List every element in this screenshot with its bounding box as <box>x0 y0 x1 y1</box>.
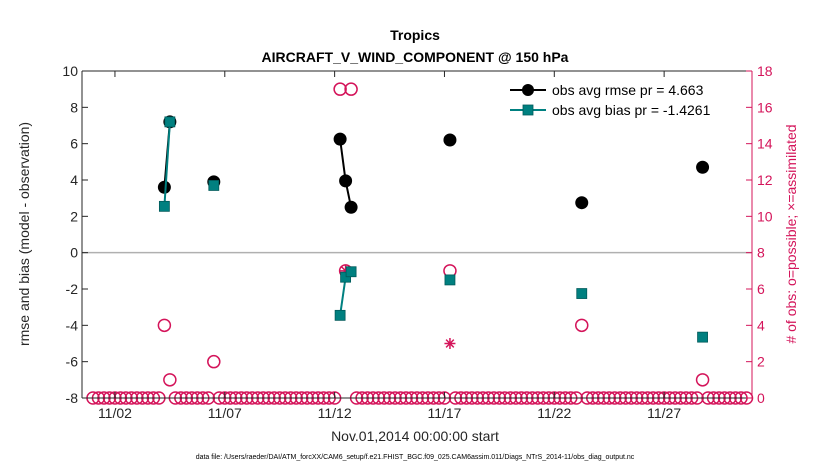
obs-possible-point <box>695 373 710 387</box>
bias-point <box>334 309 346 321</box>
y-tick-label: 8 <box>70 99 78 115</box>
y-tick-label-right: 2 <box>757 354 765 370</box>
obs-possible-point <box>575 318 589 333</box>
x-tick-label: 11/02 <box>98 405 132 421</box>
bias-point <box>576 288 588 299</box>
bias-point <box>340 271 352 283</box>
obs-possible-point <box>344 82 358 96</box>
legend: obs avg rmse pr = 4.663 obs avg bias pr =… <box>510 82 711 118</box>
bias-point <box>345 266 357 278</box>
bias-point <box>208 180 220 191</box>
y-tick-label: -4 <box>66 317 79 333</box>
y-tick-label-right: 6 <box>757 281 765 297</box>
rmse-point <box>696 160 710 174</box>
y-tick-label-right: 16 <box>757 99 773 115</box>
obs-possible-point <box>157 318 172 333</box>
y-tick-label: -2 <box>66 281 79 297</box>
y-tick-label: 0 <box>70 245 78 261</box>
axes-layer: -8 -6 -4 -2 0 2 4 6 8 10 0 2 4 6 8 10 12 14 16 18 11/02 11/07… <box>62 63 772 421</box>
x-tick-label: 11/17 <box>427 405 461 421</box>
obs-assimilated-point <box>340 265 352 277</box>
chart-title: Tropics <box>390 27 440 43</box>
y-tick-label-right: 18 <box>757 63 773 79</box>
bias-line <box>163 121 171 207</box>
legend-rmse-marker <box>522 84 534 96</box>
obs-possible-point <box>207 354 221 369</box>
legend-bias-label: obs avg bias pr = -1.4261 <box>552 102 711 118</box>
legend-rmse-label: obs avg rmse pr = 4.663 <box>552 82 704 98</box>
y-tick-label-right: 12 <box>757 172 773 188</box>
obs-assimilated-point <box>444 338 456 349</box>
rmse-point <box>575 196 589 210</box>
x-tick-label: 11/12 <box>318 405 352 421</box>
y-tick-label: 4 <box>70 172 78 188</box>
y-axis-label-right: # of obs: o=possible; ×=assimilated <box>783 124 799 343</box>
bias-point <box>164 116 176 128</box>
bias-point <box>158 200 170 212</box>
y-tick-label: -8 <box>66 390 79 406</box>
legend-bias-marker <box>522 104 534 116</box>
x-axis-label: Nov.01,2014 00:00:00 start <box>331 428 499 444</box>
y-tick-label: 2 <box>70 208 78 224</box>
chart-subtitle: AIRCRAFT_V_WIND_COMPONENT @ 150 hPa <box>262 49 569 65</box>
rmse-point <box>443 133 457 147</box>
bias-point <box>444 274 456 286</box>
y-tick-label-right: 4 <box>757 317 765 333</box>
rmse-point <box>333 132 347 146</box>
obs-possible-point <box>333 82 347 96</box>
footnote: data file: /Users/raeder/DAI/ATM_forcXX/… <box>196 454 635 461</box>
y-tick-label-right: 14 <box>757 136 773 152</box>
y-tick-label: 10 <box>62 63 78 79</box>
y-axis-label: rmse and bias (model - observation) <box>16 122 32 346</box>
x-tick-label: 11/22 <box>537 405 571 421</box>
y-tick-label-right: 10 <box>757 208 773 224</box>
x-tick-label: 11/07 <box>208 405 242 421</box>
rmse-point <box>339 174 353 188</box>
obs-possible-point <box>163 373 177 387</box>
y-tick-label-right: 0 <box>757 390 765 406</box>
rmse-point <box>344 200 358 214</box>
y-tick-label-right: 8 <box>757 245 765 261</box>
bias-point <box>697 331 708 343</box>
x-tick-label: 11/27 <box>647 405 681 421</box>
y-tick-label: -6 <box>66 354 79 370</box>
y-tick-label: 6 <box>70 136 78 152</box>
plot-area <box>82 71 752 398</box>
plot-background <box>82 71 752 398</box>
